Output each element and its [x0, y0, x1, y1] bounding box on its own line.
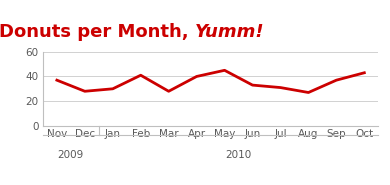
Text: Yumm!: Yumm! — [195, 23, 265, 41]
Text: 2009: 2009 — [58, 150, 84, 160]
Text: Donuts per Month,: Donuts per Month, — [0, 23, 195, 41]
Text: 2010: 2010 — [225, 150, 252, 160]
